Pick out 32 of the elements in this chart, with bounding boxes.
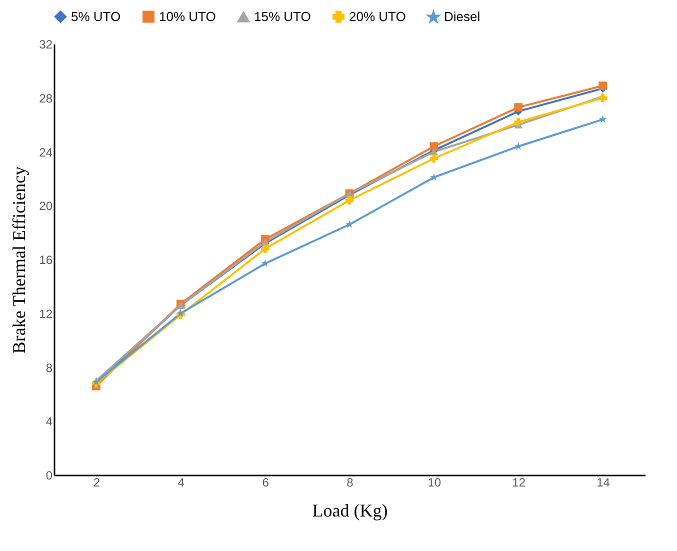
legend-label: 10% UTO (159, 8, 216, 24)
x-tick-label: 8 (346, 476, 354, 490)
y-tick-label: 24 (39, 145, 53, 160)
point (430, 142, 438, 151)
legend-label: 15% UTO (254, 9, 311, 24)
point (260, 244, 270, 253)
point (346, 220, 354, 228)
y-tick-label: 12 (39, 306, 53, 321)
point (430, 154, 438, 163)
x-tick-label: 12 (512, 476, 526, 490)
y-tick-label: 4 (46, 414, 53, 429)
legend-label: Diesel (444, 9, 480, 24)
point (598, 82, 607, 90)
y-tick-label: 20 (39, 199, 53, 214)
x-tick-label: 2 (93, 476, 100, 490)
y-tick-label: 32 (39, 38, 53, 52)
y-tick-label: 28 (39, 91, 53, 106)
y-tick-label: 16 (39, 253, 53, 267)
point (514, 103, 523, 112)
y-tick-label: 8 (46, 360, 53, 375)
point (345, 196, 354, 204)
x-tick-label: 4 (178, 476, 185, 490)
x-tick-label: 6 (262, 476, 270, 490)
x-tick-label: 10 (428, 476, 442, 490)
point (514, 118, 523, 126)
point (598, 115, 607, 123)
y-axis-title: Brake Thermal Efficiency (9, 166, 30, 354)
legend-label: 20% UTO (349, 8, 406, 24)
legend-label: 5% UTO (71, 8, 121, 24)
y-tick-label: 0 (46, 468, 53, 482)
x-tick-label: 14 (596, 476, 610, 490)
x-axis-title: Load (Kg) (312, 500, 388, 520)
